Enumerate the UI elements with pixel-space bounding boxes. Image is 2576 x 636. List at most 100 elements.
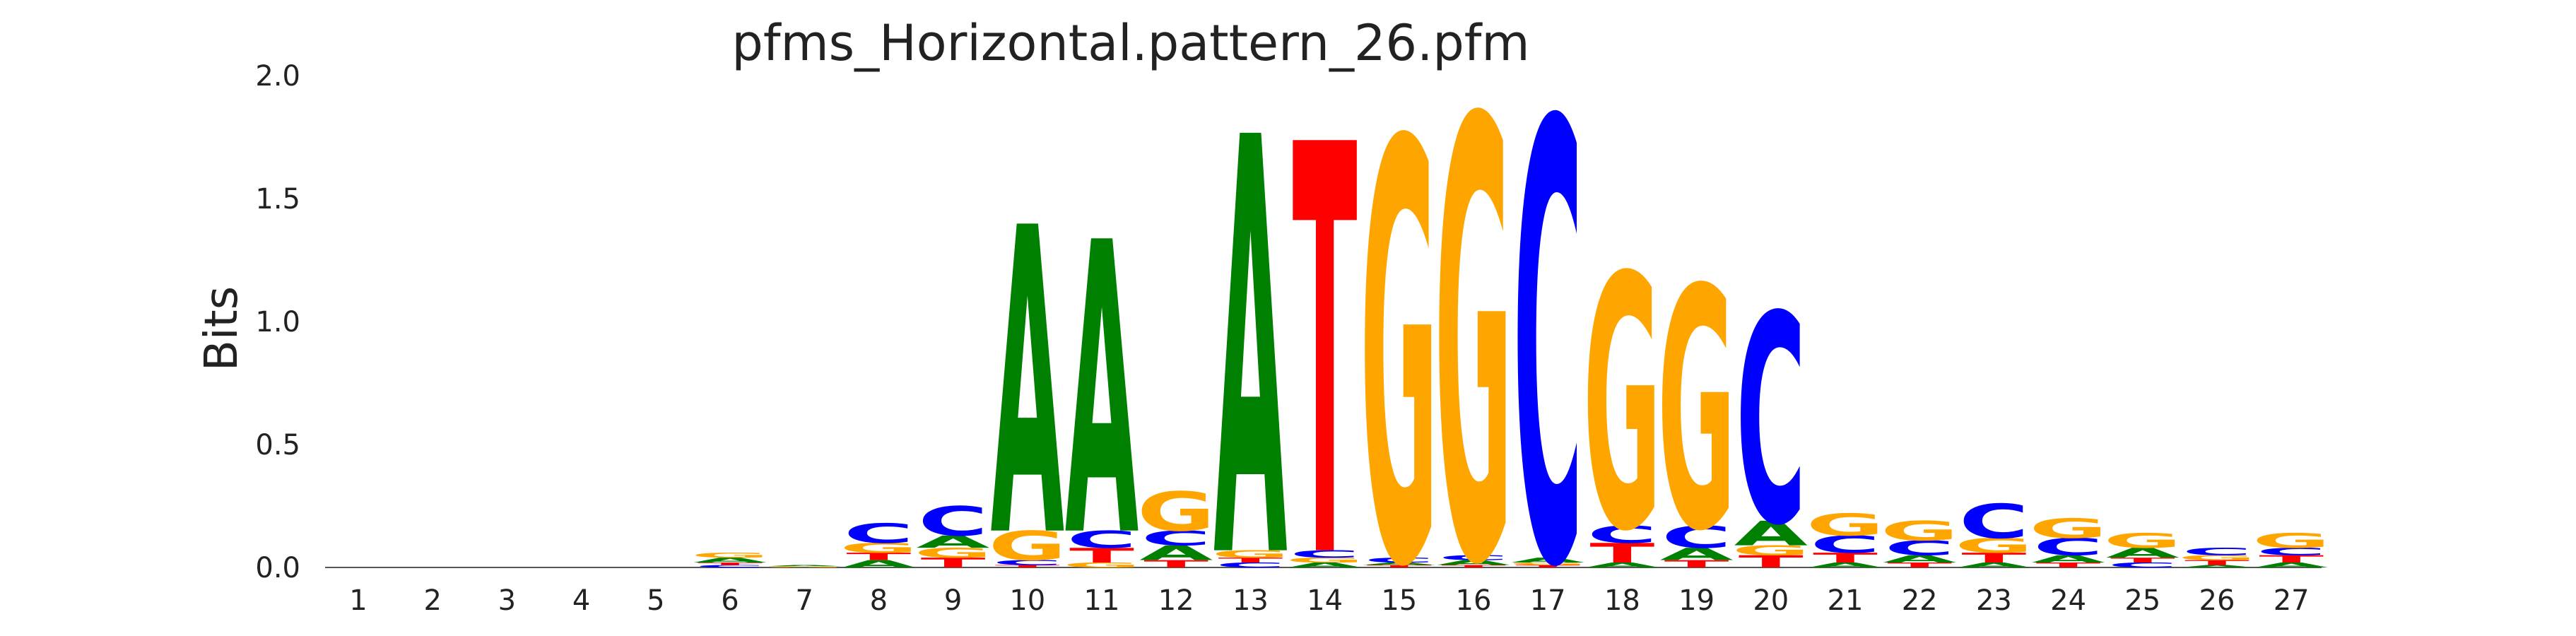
logo-letter-T: T — [1961, 550, 2026, 565]
position-stack: GA — [765, 565, 844, 567]
x-tick-label: 19 — [1678, 584, 1715, 617]
logo-letter-A: A — [1288, 561, 1361, 569]
logo-letter-C: C — [992, 559, 1062, 567]
logo-letter-C: C — [1364, 556, 1434, 564]
logo-letter-T: T — [1069, 544, 1134, 567]
logo-letter-G: G — [2029, 513, 2107, 544]
logo-letter-A: A — [842, 558, 915, 570]
x-tick-label: 21 — [1828, 584, 1864, 617]
x-tick-label: 11 — [1084, 584, 1120, 617]
x-tick-label: 2 — [423, 584, 441, 617]
logo-letter-C: C — [695, 565, 765, 569]
logo-letter-T: T — [1515, 565, 1580, 569]
x-tick-label: 10 — [1009, 584, 1045, 617]
logo-letter-A: A — [1363, 562, 1437, 566]
logo-letter-G: G — [1881, 516, 1959, 547]
logo-letter-T: T — [846, 550, 911, 563]
y-tick-label: 1.5 — [255, 183, 300, 216]
x-tick-label: 8 — [870, 584, 888, 617]
x-tick-label: 4 — [572, 584, 590, 617]
logo-letter-G: G — [1137, 481, 1216, 543]
logo-letter-C: C — [1216, 561, 1286, 569]
x-tick-label: 22 — [1902, 584, 1938, 617]
logo-letter-C: C — [2182, 546, 2252, 558]
logo-letter-T: T — [1143, 558, 1208, 570]
logo-letter-T: T — [1589, 538, 1654, 569]
x-tick-label: 7 — [795, 584, 813, 617]
logo-letter-G: G — [1286, 556, 1364, 564]
logo-letter-T: T — [921, 555, 986, 570]
x-tick-label: 16 — [1456, 584, 1492, 617]
logo-letter-G: G — [2104, 529, 2182, 553]
logo-letter-G: G — [1732, 543, 1811, 558]
logo-letter-A: A — [991, 140, 1065, 630]
logo-letter-C: C — [1811, 531, 1881, 559]
logo-letter-A: A — [916, 532, 989, 552]
x-axis: 1 2 3 4 5 6 7 8 9 10 11 12 13 14 15 16 17 18 19 20 21 22 23 24 2… — [349, 584, 2309, 617]
logo-letter-G: G — [840, 540, 918, 555]
logo-letter-C: C — [2033, 534, 2103, 561]
logo-letter-A: A — [693, 556, 767, 564]
logo-letter-A: A — [1511, 556, 1584, 564]
x-tick-label: 18 — [1604, 584, 1640, 617]
logo-letter-A: A — [1883, 553, 1956, 565]
logo-letter-C: C — [1067, 526, 1137, 554]
logo-letter-A: A — [1437, 559, 1510, 567]
logo-letter-G: G — [2178, 554, 2257, 562]
y-axis-label: Bits — [196, 286, 248, 371]
logo-letter-G: G — [1063, 561, 1141, 569]
logo-letter-A: A — [1585, 561, 1659, 569]
logo-letter-T: T — [1739, 552, 1804, 572]
logo-letter-A: A — [1065, 159, 1139, 625]
logo-letter-A: A — [2031, 553, 2105, 565]
logo-letter-C: C — [1290, 548, 1360, 560]
logo-letter-C: C — [2257, 546, 2327, 558]
logo-letter-T: T — [1367, 565, 1432, 569]
logo-letter-G: G — [1806, 507, 1885, 543]
logo-letter-A: A — [2106, 545, 2180, 560]
x-tick-label: 17 — [1530, 584, 1566, 617]
x-tick-label: 25 — [2124, 584, 2160, 617]
logo-letter-G: G — [1583, 204, 1662, 607]
logo-letter-C: C — [1959, 495, 2029, 550]
logo-letter-T: T — [1887, 561, 1952, 569]
logo-letter-C: C — [918, 498, 988, 545]
x-tick-label: 24 — [2050, 584, 2086, 617]
logo-letter-T: T — [1664, 558, 1729, 570]
logo-letter-G: G — [1211, 548, 1290, 560]
y-axis: 0.0 0.5 1.0 1.5 2.0 — [255, 60, 300, 584]
logo-letter-A: A — [1809, 561, 1882, 569]
x-tick-label: 23 — [1976, 584, 2012, 617]
x-tick-label: 1 — [349, 584, 367, 617]
logo-letter-T: T — [1218, 556, 1283, 564]
x-tick-label: 13 — [1233, 584, 1269, 617]
logo-letter-A: A — [2254, 561, 2328, 569]
logo-letter-G: G — [765, 566, 844, 568]
logo-letter-T: T — [1293, 28, 1358, 636]
logo-letter-T: T — [2184, 559, 2249, 567]
logo-letter-A: A — [1957, 561, 2030, 569]
logo-letter-G: G — [1657, 220, 1736, 605]
logo-letter-C: C — [1439, 554, 1509, 562]
logo-letter-G: G — [2252, 529, 2331, 553]
logo-letter-T: T — [995, 565, 1060, 569]
logo-letter-C: C — [844, 518, 914, 549]
